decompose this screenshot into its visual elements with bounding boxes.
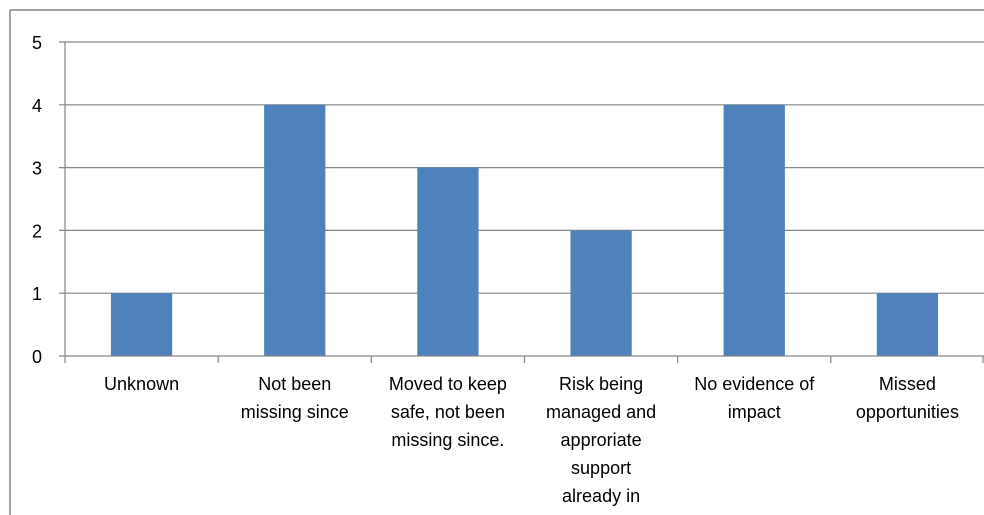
category-label: Unknown <box>104 374 179 394</box>
y-tick-label: 4 <box>32 96 42 116</box>
y-tick-labels: 0 1 2 3 4 5 <box>32 33 42 367</box>
y-tick-label: 1 <box>32 284 42 304</box>
category-labels: Unknown Not been missing since Moved to kee… <box>104 374 959 506</box>
category-label: Not been missing since <box>241 374 349 422</box>
bar <box>876 293 939 356</box>
category-label: Risk being managed and approriate support al… <box>546 374 656 506</box>
category-label: Missed opportunities <box>856 374 959 422</box>
gridlines <box>59 41 984 294</box>
bar <box>264 104 326 356</box>
y-tick-label: 5 <box>32 33 42 53</box>
bar <box>417 167 479 356</box>
bar <box>723 104 785 356</box>
y-tick-label: 0 <box>32 347 42 367</box>
bars <box>110 104 939 356</box>
y-tick-label: 2 <box>32 221 42 241</box>
bar <box>570 230 632 356</box>
category-label: Moved to keep safe, not been missing since… <box>389 374 507 450</box>
bar <box>110 293 173 356</box>
y-tick-label: 3 <box>32 159 42 179</box>
axes <box>59 42 984 363</box>
category-label: No evidence of impact <box>694 374 815 422</box>
